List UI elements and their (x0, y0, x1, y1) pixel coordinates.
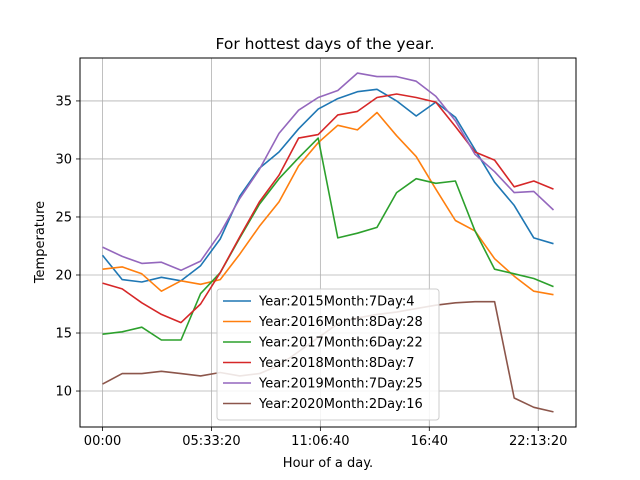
legend-label: Year:2017Month:6Day:22 (258, 336, 423, 351)
legend-label: Year:2018Month:8Day:7 (258, 356, 415, 371)
x-tick-label: 11:06:40 (291, 434, 349, 449)
series-line (101, 88, 554, 283)
series-lines (101, 72, 555, 413)
y-tick-label: 30 (55, 152, 72, 167)
legend-label: Year:2019Month:7Day:25 (258, 377, 423, 392)
x-tick-label: 16:40 (411, 434, 448, 449)
legend-label: Year:2015Month:7Day:4 (258, 295, 415, 310)
plot-frame (79, 57, 577, 428)
legend-label: Year:2016Month:8Day:28 (258, 315, 423, 330)
x-tick-label: 05:33:20 (182, 434, 240, 449)
y-axis-ticks: 10 15 20 25 30 35 (55, 94, 80, 400)
series-line (102, 137, 554, 341)
x-axis-label: Hour of a day. (283, 456, 373, 471)
series-line (102, 72, 555, 272)
chart-title: For hottest days of the year. (215, 35, 434, 53)
y-tick-label: 10 (55, 385, 72, 400)
y-tick-label: 20 (55, 268, 72, 283)
legend-label: Year:2020Month:2Day:16 (258, 397, 423, 412)
y-axis-label: Temperature (33, 201, 48, 284)
y-tick-label: 35 (55, 94, 72, 109)
y-tick-label: 15 (55, 327, 72, 342)
y-tick-label: 25 (55, 210, 72, 225)
legend: Year:2015Month:7Day:4 Year:2016Month:8Day… (216, 288, 440, 421)
x-axis-ticks: 00:00 05:33:20 11:06:40 16:40 22:13:20 (84, 427, 567, 449)
legend-box (216, 288, 440, 421)
x-tick-label: 22:13:20 (509, 434, 567, 449)
x-tick-label: 00:00 (84, 434, 121, 449)
series-line (102, 93, 554, 324)
